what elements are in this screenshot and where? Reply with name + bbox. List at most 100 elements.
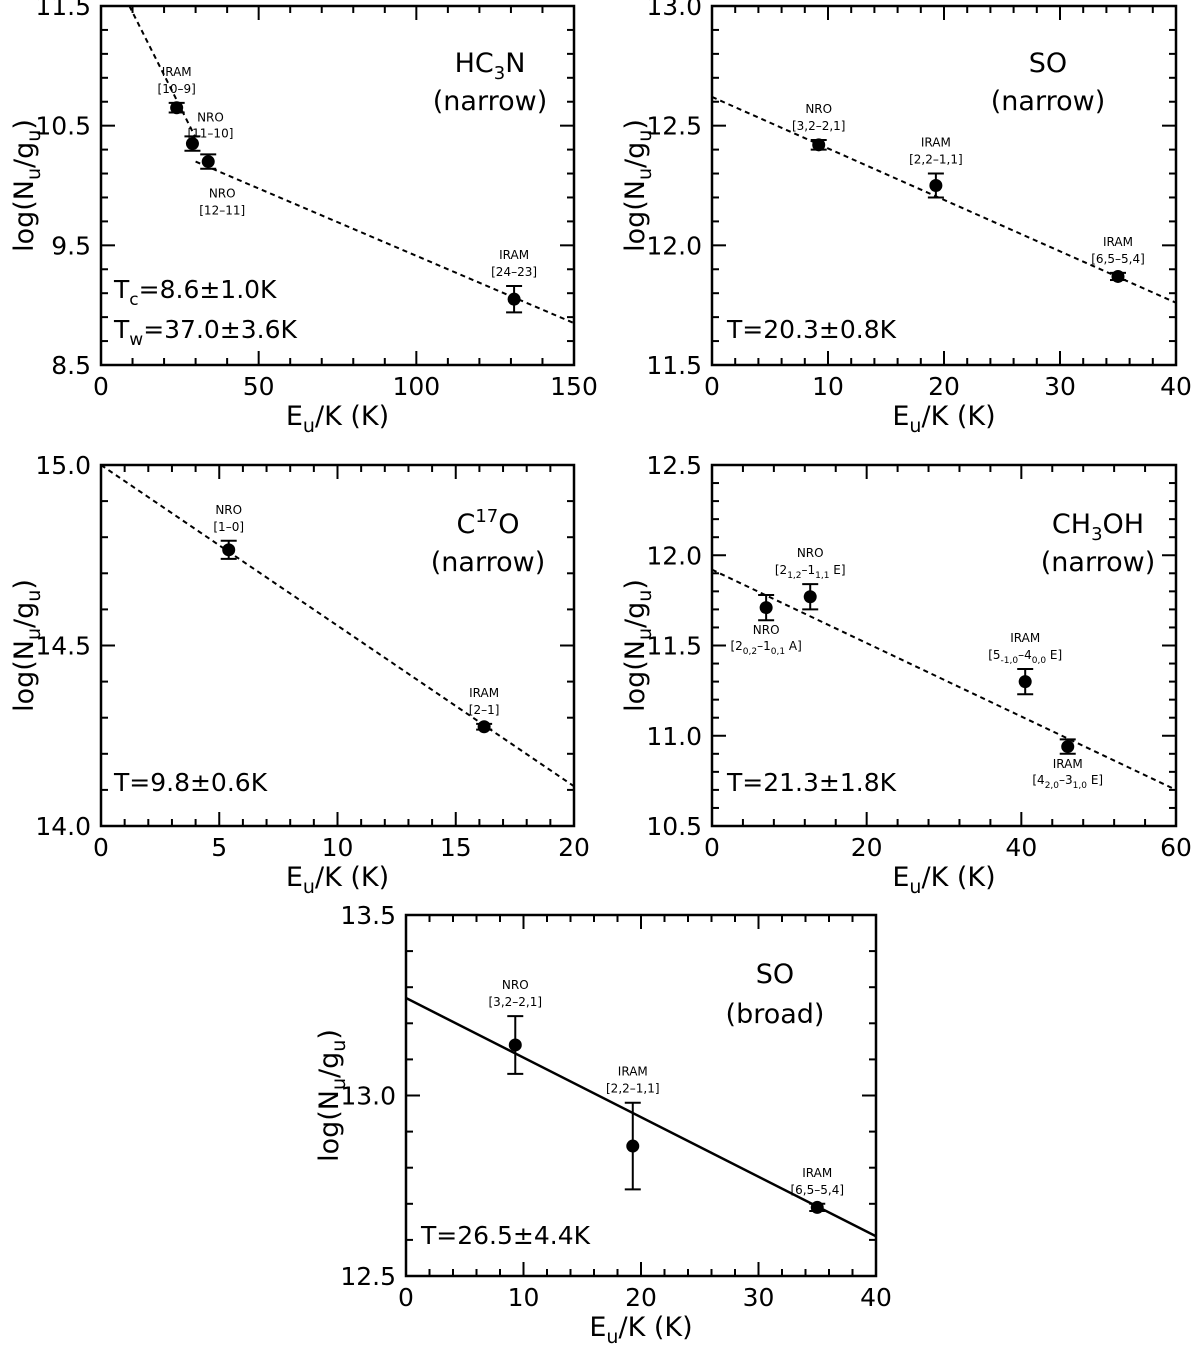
data-point <box>507 292 521 306</box>
data-point <box>759 601 773 615</box>
x-tick-label: 0 <box>398 1283 414 1312</box>
data-point-group: NRO [3,2–2,1] <box>792 102 846 152</box>
x-tick-label: 30 <box>1044 372 1076 401</box>
fit-line <box>128 6 197 139</box>
temperature-label: T=21.3±1.8K <box>726 768 897 797</box>
molecule-label: SO <box>756 959 794 990</box>
point-transition-label: [11–10] <box>187 127 233 141</box>
component-label: (broad) <box>726 999 825 1030</box>
x-tick-label: 0 <box>704 372 720 401</box>
x-axis-label: Eu/K (K) <box>286 862 389 898</box>
data-point <box>185 137 199 151</box>
point-transition-label: [12–11] <box>199 204 245 218</box>
data-point <box>626 1139 640 1153</box>
data-point-group: IRAM [2,2–1,1] <box>606 1065 660 1191</box>
point-telescope-label: IRAM <box>1103 235 1133 249</box>
data-point-group: IRAM [6,5–5,4] <box>790 1166 844 1214</box>
temperature-label: T=26.5±4.4K <box>420 1221 591 1250</box>
data-point <box>1061 740 1075 754</box>
x-tick-label: 40 <box>1160 372 1192 401</box>
data-point-group: IRAM [42,0–31,0 E] <box>1032 738 1103 791</box>
component-label: (narrow) <box>991 86 1105 117</box>
point-telescope-label: IRAM <box>1010 631 1040 645</box>
data-point <box>810 1200 824 1214</box>
y-tick-label: 12.5 <box>646 112 702 141</box>
data-point <box>222 543 236 557</box>
y-axis-label: log(Nu/gu) <box>620 119 656 252</box>
y-axis-label: log(Nu/gu) <box>9 579 45 712</box>
data-point-group: IRAM [24–23] <box>491 248 537 314</box>
point-transition-label: [21,2–11,1 E] <box>775 563 846 581</box>
y-tick-label: 11.5 <box>646 632 702 661</box>
y-tick-label: 12.5 <box>646 451 702 480</box>
y-tick-label: 11.5 <box>35 0 91 21</box>
x-axis-label: Eu/K (K) <box>892 401 995 437</box>
point-transition-label: [10–9] <box>158 82 196 96</box>
x-tick-label: 20 <box>851 833 883 862</box>
molecule-label: C17O <box>456 506 519 540</box>
fit-line <box>712 568 1176 791</box>
molecule-label: SO <box>1029 48 1067 79</box>
y-tick-label: 11.5 <box>646 351 702 380</box>
data-point-group: IRAM [2–1] <box>469 686 499 734</box>
x-tick-label: 50 <box>243 372 275 401</box>
molecule-label: HC3N <box>455 48 526 84</box>
y-tick-label: 15.0 <box>35 451 91 480</box>
data-point-group: NRO [20,2–10,1 A] <box>730 593 802 657</box>
data-point <box>170 101 184 115</box>
point-transition-label: [3,2–2,1] <box>792 119 846 133</box>
panel-c17o-narrow: 0 5 10 15 20 14.0 14.5 15.0 Eu/K (K) log(Nu/gu) NR… <box>9 451 590 898</box>
y-tick-label: 12.5 <box>340 1262 396 1291</box>
y-tick-label: 13.5 <box>340 901 396 930</box>
x-tick-label: 30 <box>743 1283 775 1312</box>
point-telescope-label: IRAM <box>802 1166 832 1180</box>
x-axis-label: Eu/K (K) <box>892 862 995 898</box>
point-telescope-label: NRO <box>753 623 780 637</box>
x-tick-label: 100 <box>392 372 440 401</box>
data-point <box>201 155 215 169</box>
point-transition-label: [3,2–2,1] <box>489 995 543 1009</box>
y-tick-label: 8.5 <box>51 351 91 380</box>
point-telescope-label: IRAM <box>1053 757 1083 771</box>
point-transition-label: [1–0] <box>213 520 244 534</box>
panel-ch3oh-narrow: 0 20 40 60 10.5 11.0 11.5 12.0 12.5 Eu/K (K) log(N… <box>620 451 1192 898</box>
temperature-label: T=9.8±0.6K <box>113 768 268 797</box>
y-axis-label: log(Nu/gu) <box>9 119 45 252</box>
component-label: (narrow) <box>431 547 545 578</box>
x-tick-label: 10 <box>322 833 354 862</box>
y-axis-label: log(Nu/gu) <box>314 1029 350 1162</box>
point-telescope-label: NRO <box>209 187 236 201</box>
point-telescope-label: NRO <box>797 546 824 560</box>
point-telescope-label: IRAM <box>921 136 951 150</box>
point-transition-label: [24–23] <box>491 265 537 279</box>
y-tick-label: 12.0 <box>646 541 702 570</box>
x-axis-label: Eu/K (K) <box>286 401 389 437</box>
data-point <box>508 1038 522 1052</box>
y-tick-label: 14.0 <box>35 812 91 841</box>
y-tick-label: 13.0 <box>340 1082 396 1111</box>
x-axis-label: Eu/K (K) <box>589 1312 692 1348</box>
data-point <box>803 590 817 604</box>
x-tick-label: 0 <box>93 833 109 862</box>
x-tick-label: 10 <box>508 1283 540 1312</box>
point-transition-label: [6,5–5,4] <box>790 1183 844 1197</box>
data-point-group: IRAM [6,5–5,4] <box>1091 235 1145 283</box>
data-point <box>1111 269 1125 283</box>
molecule-label: CH3OH <box>1052 509 1144 545</box>
point-telescope-label: IRAM <box>469 686 499 700</box>
point-transition-label: [5-1,0–40,0 E] <box>988 648 1062 666</box>
x-tick-label: 5 <box>211 833 227 862</box>
x-tick-label: 40 <box>860 1283 892 1312</box>
temperature-label: T=20.3±0.8K <box>726 315 897 344</box>
plot-frame <box>99 4 576 367</box>
point-transition-label: [20,2–10,1 A] <box>730 639 801 657</box>
point-telescope-label: NRO <box>805 102 832 116</box>
fit-line <box>712 96 1176 304</box>
point-telescope-label: NRO <box>215 503 242 517</box>
y-tick-label: 10.5 <box>35 112 91 141</box>
panel-so-broad: 0 10 20 30 40 12.5 13.0 13.5 Eu/K (K) log(Nu/gu) N… <box>314 901 892 1348</box>
data-point-group: NRO [11–10] <box>184 111 233 152</box>
panel-hc3n-narrow: 0 50 100 150 8.5 9.5 10.5 11.5 Eu/K (K) log(Nu/gu… <box>9 0 598 437</box>
data-point-group: IRAM [2,2–1,1] <box>909 136 963 199</box>
y-tick-label: 10.5 <box>646 812 702 841</box>
